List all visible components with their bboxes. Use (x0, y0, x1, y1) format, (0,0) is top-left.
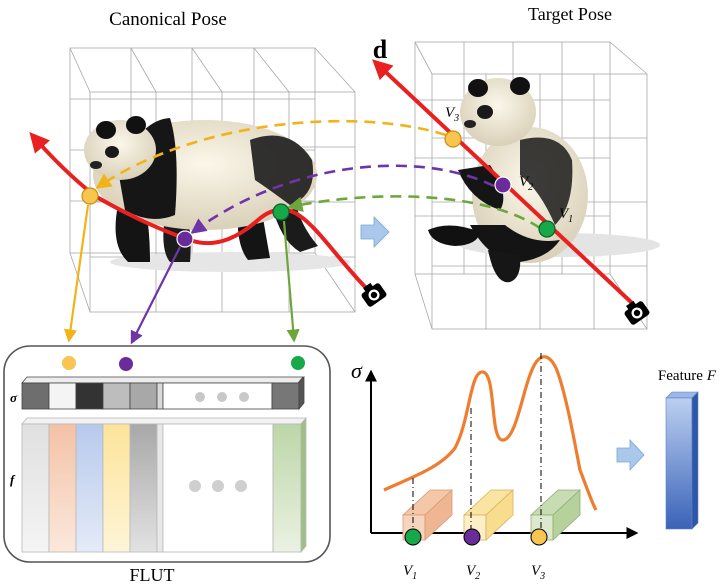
sigma-row-label: σ (10, 390, 18, 405)
flut-table: σ f (3, 345, 331, 563)
canonical-panda (84, 116, 350, 272)
target-panda (428, 77, 660, 283)
density-curve (383, 355, 598, 511)
target-pose-title: Target Pose (528, 4, 612, 24)
plot-point-v1 (404, 528, 422, 546)
mapping-arrow-v2 (190, 164, 495, 234)
plot-point-v2 (463, 528, 481, 546)
density-plot: σ V1 V2 V3 (351, 353, 639, 582)
plot-y-label-sigma: σ (351, 358, 363, 383)
lookup-arrow-green (282, 220, 300, 343)
canonical-point-v1 (272, 203, 290, 221)
lookup-arrow-purple (130, 246, 181, 345)
camera-icon (361, 282, 387, 307)
flut-caption: FLUT (130, 565, 175, 585)
label-v3: V3 (445, 105, 459, 124)
direction-label-d: d (373, 35, 388, 64)
flut-dot-purple (119, 357, 133, 371)
flow-arrow (616, 438, 645, 472)
target-point-v2 (494, 176, 512, 194)
label-v1: V1 (559, 206, 573, 225)
flut-dot-yellow (62, 356, 76, 370)
lookup-arrow-yellow (63, 204, 90, 343)
flut-dot-green (291, 356, 305, 370)
plot-label-v3: V3 (531, 563, 545, 582)
plot-label-v1: V1 (403, 563, 417, 582)
camera-icon (624, 300, 650, 325)
mapping-arrow-v1 (286, 195, 541, 230)
target-point-v3 (444, 130, 462, 148)
feature-vector (665, 391, 699, 530)
feature-row (21, 416, 307, 554)
canonical-point-v2 (176, 230, 194, 248)
feature-label: Feature F (658, 368, 717, 384)
mapping-arrow-v3 (95, 119, 447, 189)
canonical-pose-title: Canonical Pose (109, 9, 227, 30)
flow-arrow (360, 216, 390, 248)
label-v2: V2 (519, 174, 533, 193)
canonical-point-v3 (81, 187, 99, 205)
target-point-v1 (538, 220, 556, 238)
feature-row-label: f (10, 472, 16, 487)
plot-label-v2: V2 (466, 563, 480, 582)
sigma-row (21, 375, 305, 411)
plot-point-v3 (530, 528, 548, 546)
